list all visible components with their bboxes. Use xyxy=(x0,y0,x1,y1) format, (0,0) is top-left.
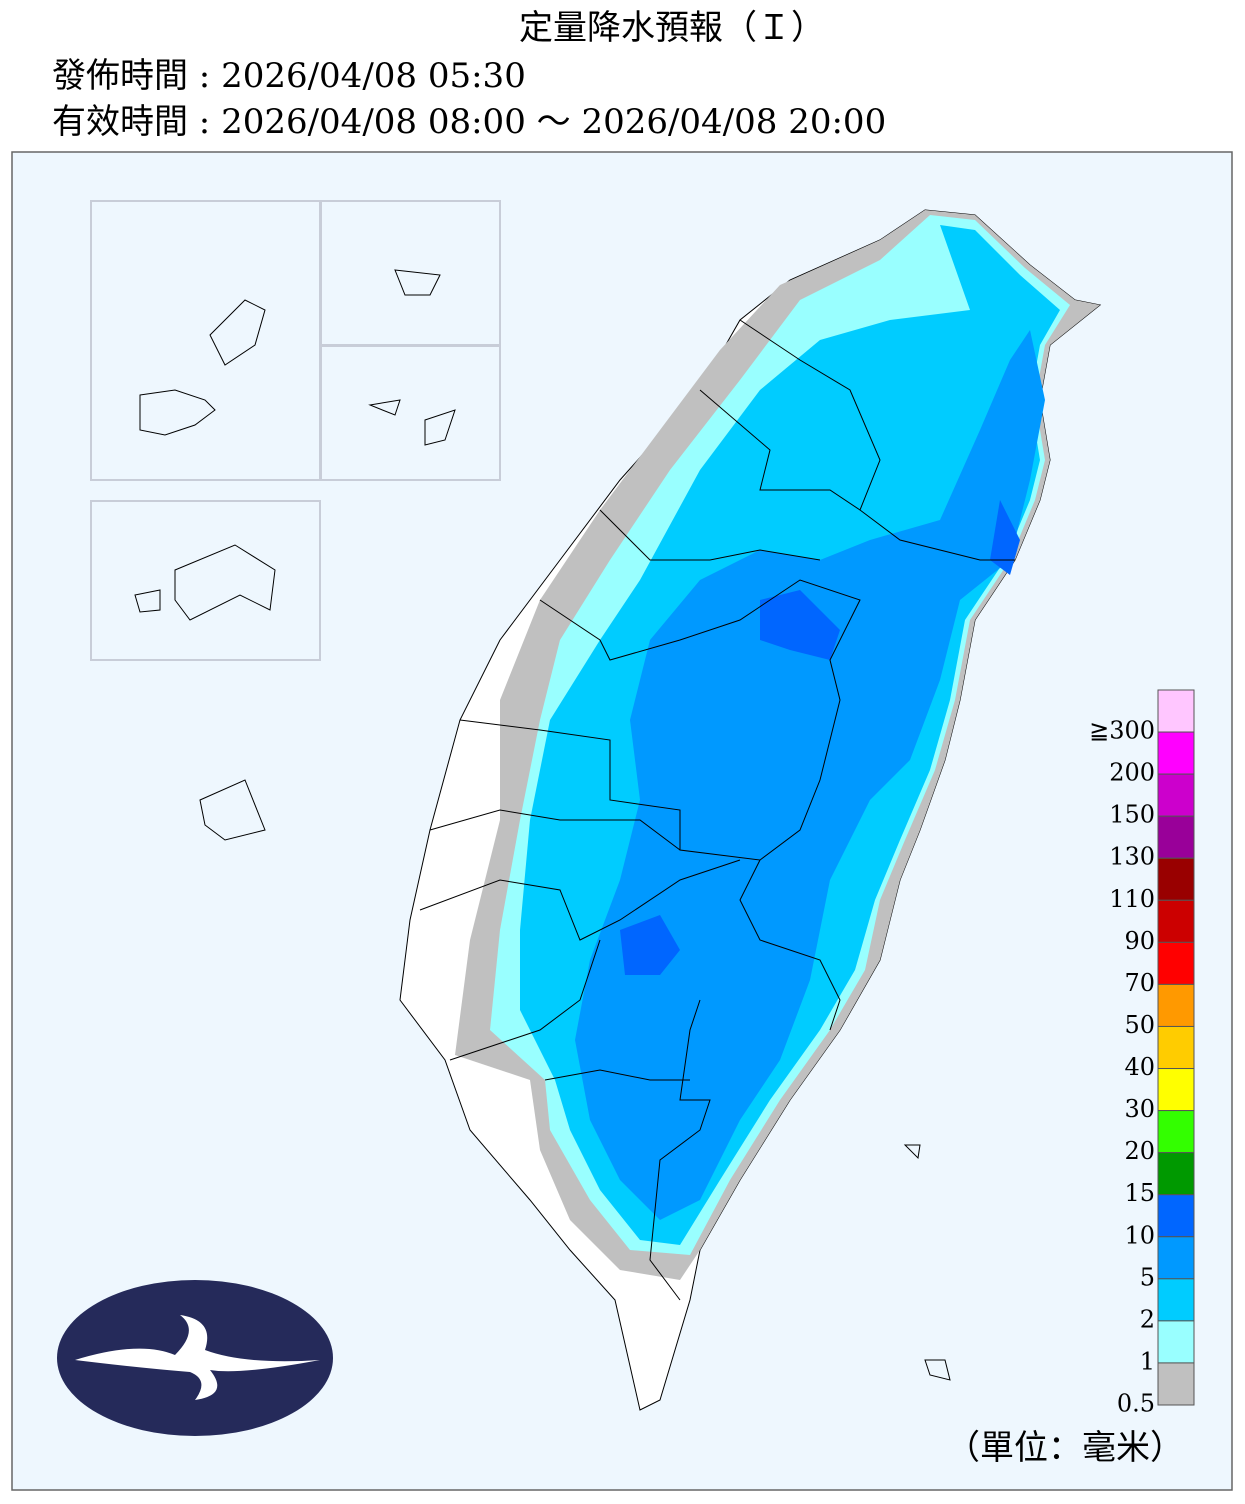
legend-swatch xyxy=(1157,1278,1195,1322)
legend-swatch xyxy=(1157,1152,1195,1196)
inset-boxes xyxy=(90,200,501,661)
legend-swatch xyxy=(1157,1236,1195,1280)
legend-label: 5 xyxy=(1140,1263,1155,1291)
legend-label: ≧300 xyxy=(1089,717,1155,745)
legend-label: 130 xyxy=(1109,843,1155,871)
legend-swatch xyxy=(1157,773,1195,817)
legend-swatch xyxy=(1157,899,1195,943)
legend-label: 70 xyxy=(1124,969,1155,997)
county-borders xyxy=(419,319,1015,1301)
legend-swatch xyxy=(1157,857,1195,901)
issued-time: 發佈時間 : 2026/04/08 05:30 xyxy=(52,56,526,96)
title: 定量降水預報（Ｉ） xyxy=(519,8,825,48)
legend-label: 0.5 xyxy=(1117,1390,1155,1418)
legend-swatch xyxy=(1157,941,1195,985)
legend-label: 150 xyxy=(1109,801,1155,829)
islands xyxy=(134,269,951,1381)
legend-label: 15 xyxy=(1124,1179,1155,1207)
legend-label: 10 xyxy=(1124,1221,1155,1249)
unit-label: （單位：毫米） xyxy=(946,1428,1184,1468)
legend-swatch xyxy=(1157,1110,1195,1154)
rain-field xyxy=(399,209,1102,1411)
legend-swatch xyxy=(1157,689,1195,733)
legend-label: 110 xyxy=(1109,885,1155,913)
legend-label: 200 xyxy=(1109,759,1155,787)
legend-label: 50 xyxy=(1124,1011,1155,1039)
legend-label: 30 xyxy=(1124,1095,1155,1123)
legend-swatch xyxy=(1157,731,1195,775)
legend-label: 90 xyxy=(1124,927,1155,955)
legend-label: 1 xyxy=(1140,1347,1155,1375)
legend-swatch xyxy=(1157,1362,1195,1406)
legend-label: 40 xyxy=(1124,1053,1155,1081)
valid-time: 有效時間 : 2026/04/08 08:00 ～ 2026/04/08 20:… xyxy=(52,102,886,142)
legend-swatch xyxy=(1157,1025,1195,1070)
legend: ≧300 200 150 130 110 90 70 50 40 30 20 15 10 5 2 1 0.5 xyxy=(1089,689,1195,1418)
logo xyxy=(57,1280,333,1436)
legend-swatch xyxy=(1157,983,1195,1027)
legend-swatch xyxy=(1157,1320,1195,1364)
legend-swatch xyxy=(1157,1194,1195,1238)
legend-label: 2 xyxy=(1140,1305,1155,1333)
legend-label: 20 xyxy=(1124,1137,1155,1165)
legend-swatch xyxy=(1157,1068,1195,1112)
legend-swatch xyxy=(1157,815,1195,859)
